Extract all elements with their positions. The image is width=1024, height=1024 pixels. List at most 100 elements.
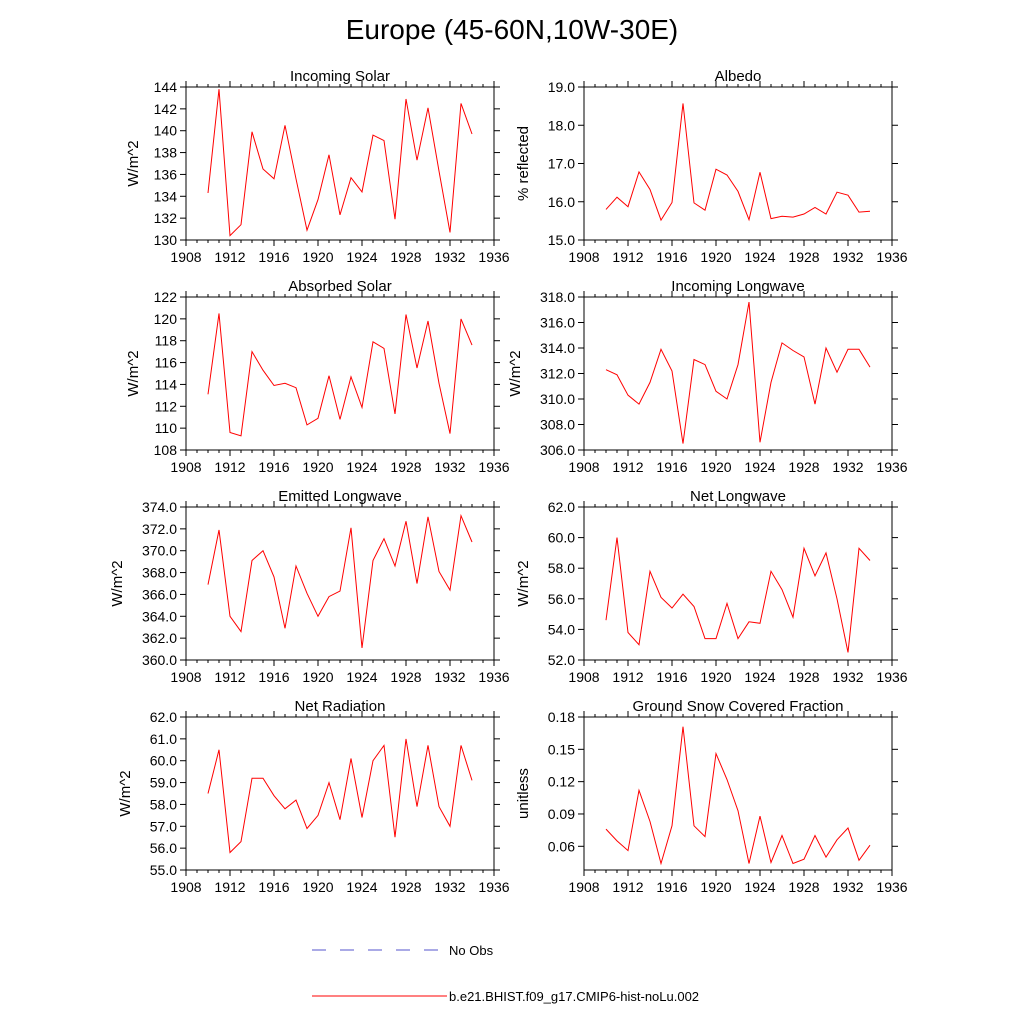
x-tick-label: 1932: [832, 879, 863, 895]
y-tick-label: 308.0: [540, 417, 575, 433]
legend-model-label: b.e21.BHIST.f09_g17.CMIP6-hist-noLu.002: [449, 989, 699, 1004]
y-tick-label: 368.0: [142, 565, 177, 581]
x-tick-label: 1912: [214, 459, 245, 475]
x-tick-label: 1908: [170, 249, 201, 265]
panel-title: Ground Snow Covered Fraction: [633, 698, 844, 715]
x-tick-label: 1928: [788, 879, 819, 895]
panel-title: Net Radiation: [295, 698, 386, 715]
x-tick-label: 1920: [302, 879, 333, 895]
y-tick-label: 55.0: [150, 862, 177, 878]
y-tick-label: 0.15: [548, 741, 575, 757]
y-axis-label: W/m^2: [109, 560, 126, 606]
y-tick-label: 374.0: [142, 499, 177, 515]
y-tick-label: 130: [154, 232, 178, 248]
y-tick-label: 57.0: [150, 818, 177, 834]
y-tick-label: 0.09: [548, 806, 575, 822]
plot-frame: [583, 296, 893, 451]
y-tick-label: 56.0: [150, 840, 177, 856]
series-line: [605, 537, 871, 653]
y-tick-label: 59.0: [150, 775, 177, 791]
x-tick-label: 1932: [832, 249, 863, 265]
y-axis-label: % reflected: [515, 126, 532, 201]
x-tick-label: 1936: [478, 459, 509, 475]
x-tick-label: 1916: [656, 879, 687, 895]
x-tick-label: 1928: [788, 459, 819, 475]
y-tick-label: 140: [154, 123, 178, 139]
x-tick-label: 1916: [656, 669, 687, 685]
x-tick-label: 1936: [876, 459, 907, 475]
x-tick-label: 1920: [302, 459, 333, 475]
legend-obs-label: No Obs: [449, 943, 494, 958]
x-tick-label: 1924: [744, 879, 775, 895]
y-tick-label: 0.06: [548, 838, 575, 854]
x-tick-label: 1932: [832, 669, 863, 685]
x-tick-label: 1924: [346, 459, 377, 475]
y-tick-label: 0.12: [548, 774, 575, 790]
y-tick-label: 62.0: [548, 499, 575, 515]
y-axis-label: W/m^2: [125, 350, 142, 396]
x-tick-label: 1908: [568, 669, 599, 685]
y-tick-label: 52.0: [548, 652, 575, 668]
panel-6: Net Longwave 1908 1912 1916 1920 1924 1928 1932…: [515, 488, 908, 685]
y-tick-label: 360.0: [142, 652, 177, 668]
y-tick-label: 116: [155, 355, 178, 371]
panel-title: Absorbed Solar: [288, 278, 391, 295]
y-tick-label: 364.0: [142, 608, 177, 624]
x-tick-label: 1908: [170, 879, 201, 895]
panel-8: Ground Snow Covered Fraction 1908 1912 1916…: [515, 698, 908, 895]
x-tick-label: 1932: [434, 669, 465, 685]
x-tick-label: 1924: [744, 669, 775, 685]
y-tick-label: 18.0: [548, 117, 575, 133]
y-tick-label: 112: [155, 398, 178, 414]
x-tick-label: 1932: [434, 249, 465, 265]
y-axis-label: W/m^2: [507, 350, 524, 396]
y-tick-label: 310.0: [540, 391, 575, 407]
y-tick-label: 312.0: [540, 366, 575, 382]
y-tick-label: 114: [155, 376, 178, 392]
x-tick-label: 1908: [170, 669, 201, 685]
series-line: [605, 103, 871, 222]
x-tick-label: 1924: [744, 249, 775, 265]
panel-7: Net Radiation 1908 1912 1916 1920 1924 1928 193…: [117, 698, 510, 895]
y-tick-label: 366.0: [142, 586, 177, 602]
y-axis-label: W/m^2: [125, 140, 142, 186]
x-tick-label: 1924: [744, 459, 775, 475]
x-tick-label: 1912: [612, 459, 643, 475]
panel-2: Albedo 1908 1912 1916 1920 1924 1928 1932 1936 15…: [515, 68, 908, 265]
x-tick-label: 1936: [478, 879, 509, 895]
x-tick-label: 1928: [390, 879, 421, 895]
x-tick-label: 1916: [258, 669, 289, 685]
y-axis-label: W/m^2: [117, 770, 134, 816]
x-tick-label: 1936: [876, 879, 907, 895]
plot-frame: [185, 86, 495, 241]
y-tick-label: 108: [154, 442, 178, 458]
x-tick-label: 1928: [390, 249, 421, 265]
x-tick-label: 1932: [434, 459, 465, 475]
x-tick-label: 1908: [568, 249, 599, 265]
series-line: [605, 726, 871, 866]
y-tick-label: 132: [154, 210, 178, 226]
x-tick-label: 1936: [478, 249, 509, 265]
y-tick-label: 118: [155, 333, 178, 349]
y-tick-label: 120: [154, 311, 178, 327]
panel-title: Emitted Longwave: [278, 488, 401, 505]
y-tick-label: 110: [155, 420, 178, 436]
x-tick-label: 1912: [214, 669, 245, 685]
series-line: [207, 738, 473, 854]
x-tick-label: 1928: [788, 669, 819, 685]
x-tick-label: 1920: [700, 459, 731, 475]
x-tick-label: 1920: [302, 249, 333, 265]
x-tick-label: 1936: [876, 249, 907, 265]
x-tick-label: 1912: [612, 669, 643, 685]
x-tick-label: 1928: [390, 669, 421, 685]
legend: No Obs b.e21.BHIST.f09_g17.CMIP6-hist-no…: [312, 943, 699, 1004]
x-tick-label: 1908: [568, 459, 599, 475]
y-tick-label: 60.0: [548, 530, 575, 546]
panel-title: Incoming Solar: [290, 68, 390, 85]
y-tick-label: 58.0: [150, 796, 177, 812]
y-tick-label: 372.0: [142, 521, 177, 537]
y-axis-label: unitless: [515, 768, 532, 819]
x-tick-label: 1920: [302, 669, 333, 685]
plot-frame: [185, 716, 495, 871]
